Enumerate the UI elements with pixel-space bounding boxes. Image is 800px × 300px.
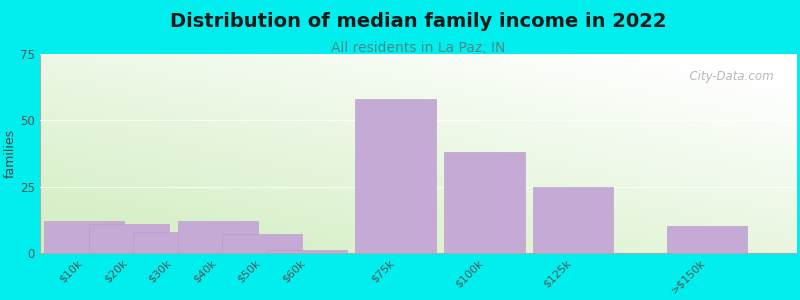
Bar: [266, 250, 346, 253]
Text: City-Data.com: City-Data.com: [682, 70, 773, 83]
Bar: [355, 99, 435, 253]
Text: Distribution of median family income in 2022: Distribution of median family income in …: [170, 12, 666, 31]
Bar: [534, 187, 614, 253]
Bar: [44, 221, 124, 253]
Bar: [133, 232, 213, 253]
Bar: [178, 221, 258, 253]
Y-axis label: families: families: [4, 129, 17, 178]
Bar: [222, 234, 302, 253]
Text: All residents in La Paz, IN: All residents in La Paz, IN: [330, 41, 505, 56]
Bar: [445, 152, 525, 253]
Bar: [89, 224, 169, 253]
Bar: [667, 226, 747, 253]
